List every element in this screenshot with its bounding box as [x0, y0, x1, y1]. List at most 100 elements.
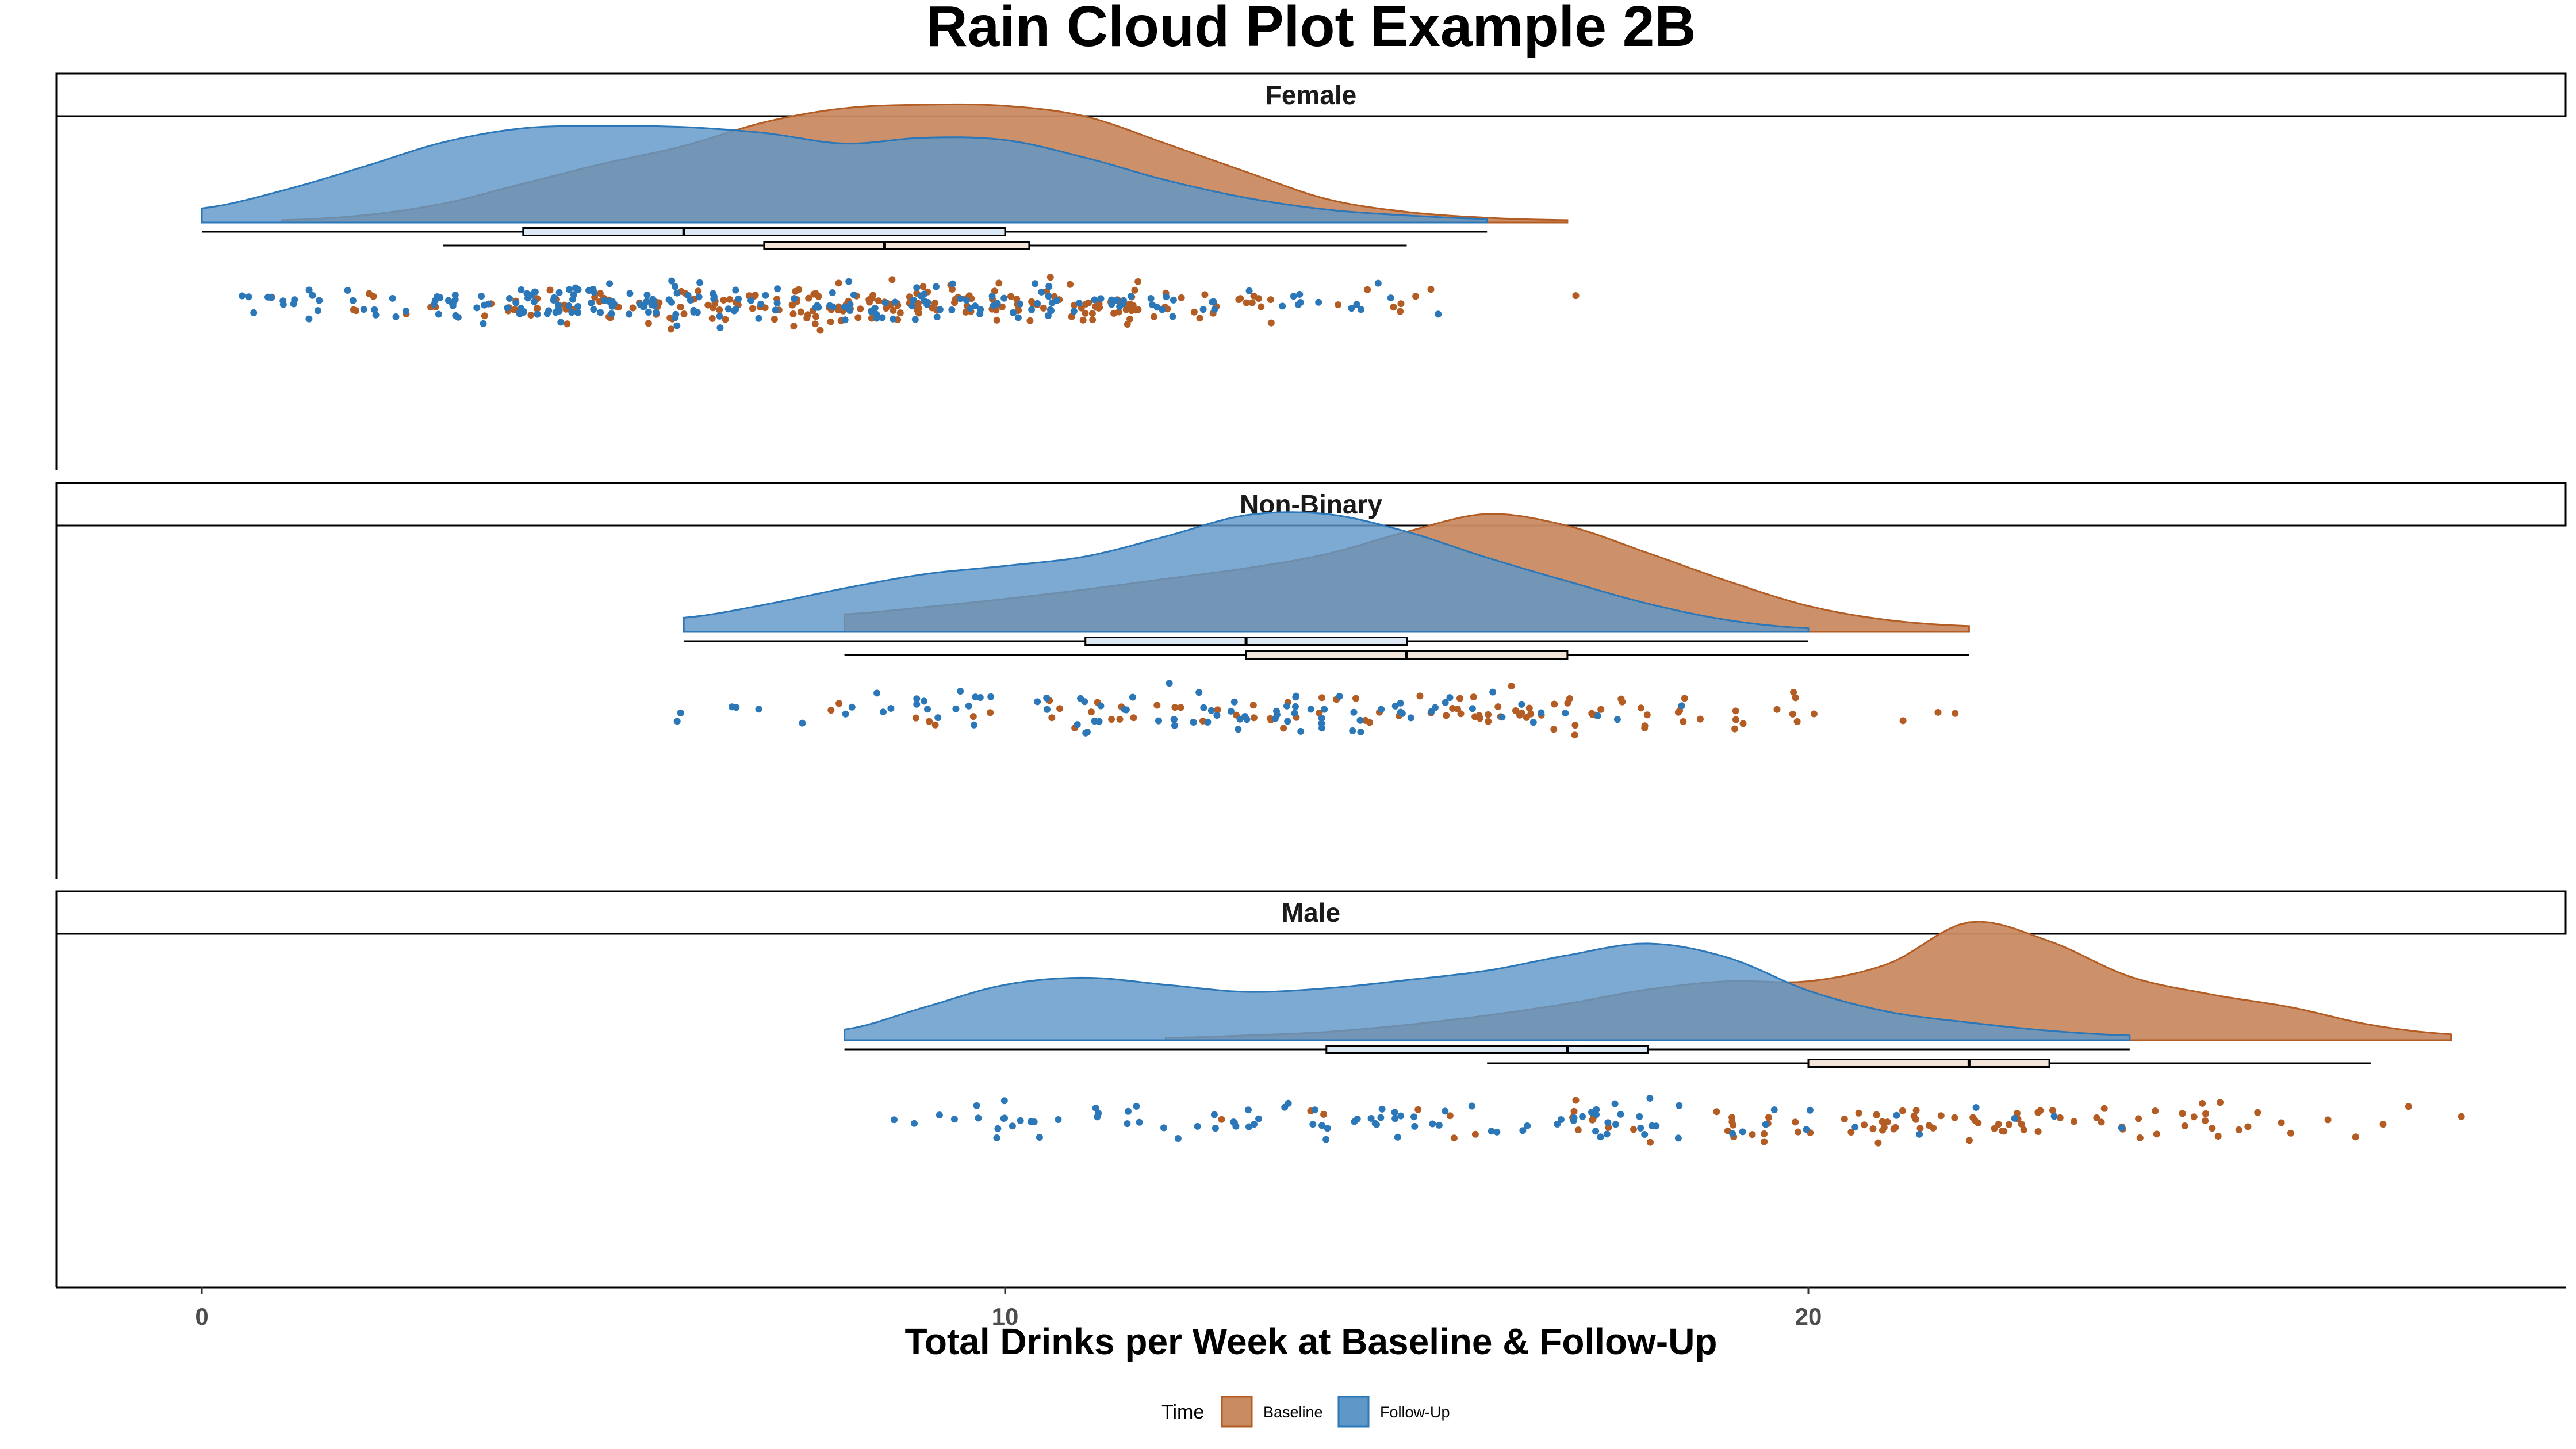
rain-point [1589, 711, 1596, 718]
rain-point [993, 316, 1000, 324]
rain-point [1739, 1128, 1746, 1136]
rain-point [2458, 1113, 2465, 1120]
rain-point [1847, 1129, 1855, 1136]
rain-point [402, 307, 409, 315]
rain-point [1336, 692, 1343, 700]
rain-point [963, 297, 970, 304]
rain-point [574, 303, 582, 310]
rain-point [1267, 296, 1274, 304]
rain-point [1641, 1131, 1649, 1138]
rain-point [626, 310, 633, 318]
rain-point [1309, 1121, 1317, 1128]
rain-point [2020, 1126, 2027, 1133]
rain-point [668, 277, 676, 285]
rain-point [690, 306, 697, 314]
rain-point [1470, 693, 1477, 701]
rain-point [1442, 1107, 1449, 1115]
rain-point [1397, 699, 1404, 707]
facet-panels: Female Non-Binary Male [55, 72, 2567, 1289]
rain-point [957, 688, 964, 695]
rain-point [695, 293, 703, 301]
rain-point [454, 313, 462, 321]
rain-point [1292, 693, 1300, 701]
x-tick-label: 0 [195, 1303, 208, 1330]
rain-point [1468, 1102, 1475, 1110]
rain-point [1392, 1115, 1399, 1122]
rain-point [1613, 716, 1621, 723]
rain-point [597, 309, 604, 316]
rain-point [1512, 707, 1519, 714]
rain-point [2118, 1124, 2125, 1132]
rain-point [890, 306, 897, 314]
rain-point [1523, 714, 1530, 721]
rain-point [1124, 321, 1131, 328]
rain-point [1795, 1128, 1801, 1136]
rain-point [1364, 286, 1371, 293]
rain-point [726, 296, 733, 303]
rain-point [1315, 298, 1322, 306]
rain-point [816, 327, 824, 334]
rain-point [1971, 1117, 1979, 1124]
rain-point [1637, 704, 1644, 712]
rain-point [1387, 294, 1394, 302]
rain-point [1603, 1130, 1611, 1138]
rain-point [789, 310, 797, 317]
rain-points [891, 1095, 2465, 1147]
rain-point [506, 295, 513, 302]
rain-point [1128, 293, 1135, 300]
rain-point [677, 304, 684, 310]
rain-point [1190, 308, 1198, 316]
rain-point [1571, 722, 1579, 729]
rain-point [1728, 1118, 1736, 1125]
rain-point [360, 306, 367, 313]
rain-point [1034, 300, 1041, 307]
rain-point [1227, 707, 1235, 715]
rain-point [1449, 705, 1456, 712]
rain-point [2324, 1116, 2332, 1124]
rain-point [1171, 722, 1178, 729]
rain-point [1428, 708, 1435, 715]
rain-point [2190, 1113, 2198, 1121]
rain-point [2379, 1121, 2387, 1128]
rain-point [1435, 310, 1442, 318]
rain-point [896, 309, 904, 317]
rain-point [888, 276, 896, 283]
rain-point [1934, 708, 1942, 716]
rain-point [1637, 1124, 1644, 1132]
rain-point [1604, 1119, 1612, 1126]
rain-point [1196, 315, 1203, 322]
rain-point [1398, 710, 1406, 717]
rain-point [1097, 295, 1105, 302]
rain-point [1937, 1112, 1945, 1120]
rain-point [1880, 1119, 1887, 1126]
rain-point [716, 306, 723, 313]
rain-point [842, 710, 849, 718]
rain-point [951, 299, 958, 306]
rain-point [2135, 1115, 2142, 1122]
rain-point [568, 309, 576, 316]
rain-point [1092, 1105, 1099, 1112]
rain-point [1519, 1127, 1527, 1134]
rain-point [1000, 294, 1008, 302]
rain-point [1218, 1116, 1225, 1123]
rain-point [1087, 708, 1095, 716]
boxplot-follow-up [202, 227, 1488, 236]
rain-point [1079, 316, 1087, 324]
rain-point [936, 306, 944, 313]
rain-point [1088, 310, 1096, 317]
rain-point [481, 312, 488, 320]
rain-point [1171, 716, 1178, 723]
rain-point [250, 309, 258, 316]
rain-point [1307, 706, 1314, 713]
rain-point [1367, 1115, 1375, 1122]
rain-point [1068, 313, 1075, 320]
rain-point [829, 289, 836, 296]
rain-point [1516, 711, 1523, 719]
rain-point [1009, 1122, 1016, 1130]
rain-points [239, 274, 1580, 334]
rain-point [733, 305, 739, 313]
rain-point [1190, 719, 1197, 726]
rain-point [1036, 1134, 1043, 1141]
rain-point [1194, 1122, 1201, 1130]
rain-point [2235, 1126, 2242, 1133]
